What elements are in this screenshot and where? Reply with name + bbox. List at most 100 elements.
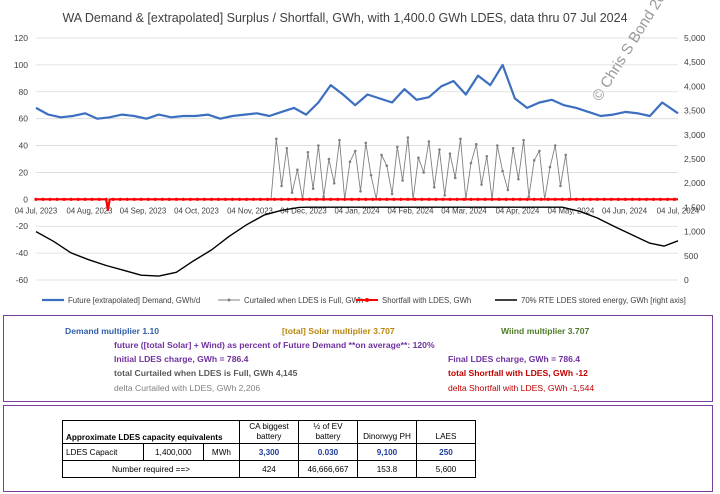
plot-area — [34, 63, 679, 277]
stats-panel: Demand multiplier 1.10 [total] Solar mul… — [3, 315, 713, 402]
table-cell: 250 — [416, 443, 476, 461]
y2-tick-label: 5,000 — [684, 33, 706, 43]
total-shortfall: total Shortfall with LDES, GWh -12 — [448, 368, 588, 378]
y2-tick-label: 3,000 — [684, 130, 706, 140]
data-point — [422, 171, 425, 174]
data-point — [62, 197, 66, 201]
capacity-label: LDES Capacit — [62, 443, 144, 461]
data-point — [532, 159, 536, 162]
data-point — [560, 197, 564, 201]
data-point — [350, 197, 354, 201]
data-point — [286, 197, 291, 201]
final-ldes-charge: Final LDES charge, GWh = 786.4 — [448, 354, 581, 364]
data-point — [504, 197, 508, 201]
data-point — [553, 197, 557, 201]
y-tick-label: -20 — [16, 221, 29, 231]
delta-shortfall: delta Shortfall with LDES, GWh -1,544 — [448, 383, 595, 393]
series-line — [35, 206, 679, 277]
data-point — [139, 197, 143, 201]
data-point — [485, 155, 489, 158]
x-tick-label: 04 Nov, 2023 — [227, 206, 273, 215]
col-header: LAES — [416, 420, 476, 444]
initial-ldes-charge: Initial LDES charge, GWh = 786.4 — [114, 354, 249, 364]
data-point — [490, 197, 494, 201]
data-point — [527, 195, 531, 198]
y-tick-label: -40 — [16, 248, 29, 258]
data-point — [474, 142, 478, 146]
data-point — [223, 197, 228, 201]
data-point — [279, 197, 284, 201]
legend-marker — [227, 298, 231, 302]
data-point — [311, 187, 315, 190]
data-point — [380, 153, 383, 157]
y2-tick-label: 2,000 — [684, 178, 706, 188]
data-point — [496, 144, 499, 147]
data-point — [469, 161, 473, 165]
series-line — [35, 63, 679, 120]
data-point — [327, 157, 331, 161]
data-point — [546, 197, 550, 201]
data-point — [160, 197, 164, 201]
data-point — [399, 197, 403, 201]
series-line — [36, 198, 678, 212]
data-point — [369, 173, 373, 177]
data-point — [651, 197, 656, 201]
data-point — [602, 197, 606, 201]
data-point — [413, 197, 417, 201]
data-point — [322, 195, 325, 198]
solar-multiplier: [total] Solar multiplier 3.707 — [282, 326, 395, 336]
y-tick-label: 80 — [19, 87, 29, 97]
table-cell: 5,600 — [416, 460, 476, 478]
data-point — [48, 197, 52, 201]
data-point — [244, 197, 249, 201]
y2-tick-label: 4,500 — [684, 57, 706, 67]
y-tick-label: -60 — [16, 275, 29, 285]
data-point — [538, 149, 541, 153]
y-tick-label: 60 — [19, 114, 29, 124]
data-point — [343, 197, 347, 201]
data-point — [188, 197, 192, 201]
gridlines — [36, 37, 678, 281]
data-point — [104, 197, 108, 201]
data-point — [518, 197, 522, 201]
data-point — [348, 160, 352, 163]
data-point — [132, 197, 136, 201]
data-point — [432, 185, 436, 189]
data-point — [371, 197, 375, 201]
data-point — [167, 197, 171, 201]
data-point — [237, 197, 242, 201]
data-point — [308, 197, 312, 201]
data-point — [672, 197, 677, 201]
data-point — [332, 181, 336, 185]
data-point — [630, 197, 634, 201]
data-point — [357, 197, 361, 201]
data-point — [406, 136, 410, 139]
data-point — [364, 141, 368, 145]
data-point — [453, 176, 457, 180]
x-tick-label: 04 Jul, 2024 — [657, 206, 700, 215]
data-point — [553, 144, 557, 147]
x-tick-label: 04 May, 2024 — [548, 206, 595, 215]
table-row: LDES Capacit 1,400,000 MWh 3,300 0.030 9… — [62, 443, 476, 461]
y2-tick-label: 0 — [684, 275, 689, 285]
data-point — [216, 197, 221, 201]
data-point — [390, 192, 394, 196]
table-cell: 3,300 — [239, 443, 299, 461]
y2-axis: 5,000 4,500 4,000 3,500 3,000 2,500 2,000 1,500… — [684, 33, 706, 285]
required-label: Number required ==> — [62, 460, 240, 478]
data-point — [195, 197, 199, 201]
x-tick-label: 04 Aug, 2023 — [67, 206, 113, 215]
data-point — [306, 150, 310, 154]
data-point — [41, 197, 45, 201]
data-point — [353, 149, 357, 153]
data-point — [153, 197, 157, 201]
data-point — [55, 197, 59, 201]
x-tick-label: 04 Jun, 2024 — [602, 206, 648, 215]
data-point — [406, 197, 410, 201]
x-tick-label: 04 Jul, 2023 — [15, 206, 57, 215]
data-point — [296, 168, 299, 172]
chart: WA Demand & [extrapolated] Surplus / Sho… — [14, 0, 706, 305]
data-point — [181, 197, 185, 201]
data-point — [90, 197, 94, 201]
data-point — [665, 197, 670, 201]
